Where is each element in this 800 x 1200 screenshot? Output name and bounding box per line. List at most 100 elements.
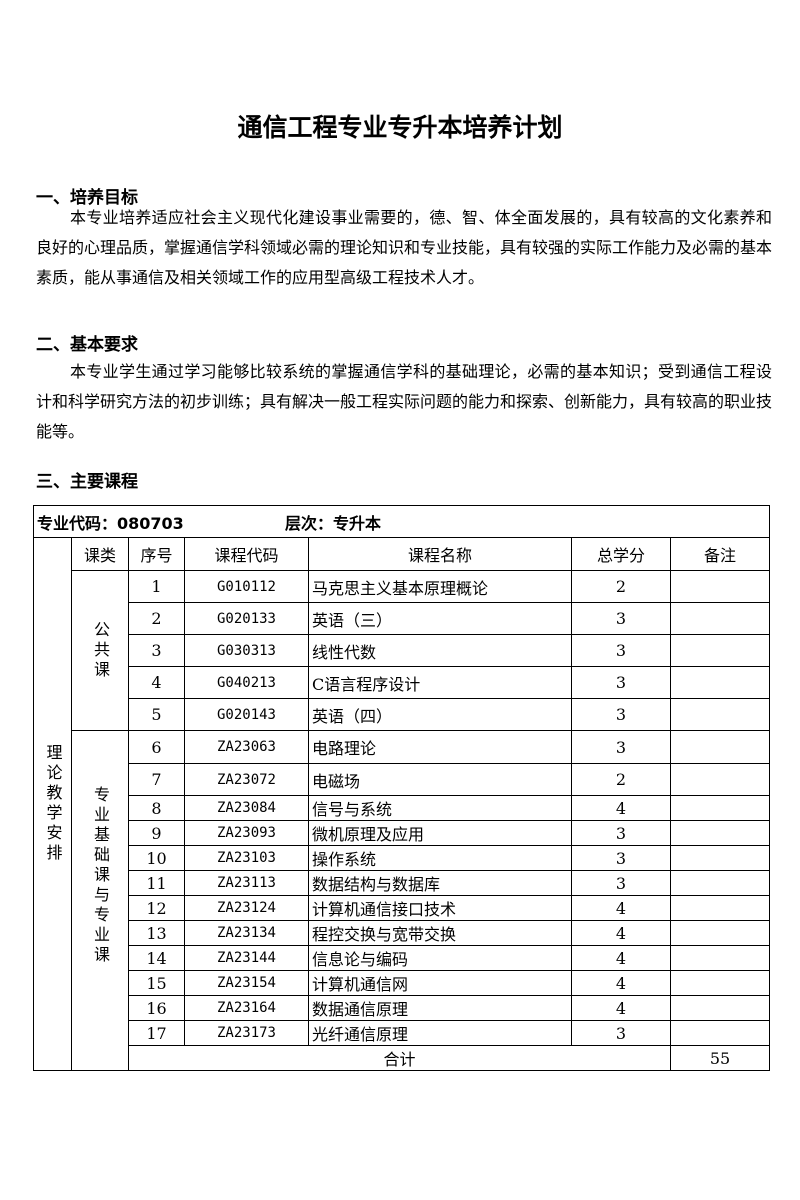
course-credits: 3 <box>571 1020 671 1046</box>
table-row: 3 G030313 线性代数 3 <box>34 634 771 667</box>
course-notes <box>669 920 771 946</box>
outer-category-cell: 理论教学安排 <box>33 537 72 1071</box>
course-credits: 3 <box>571 602 671 635</box>
header-category: 课类 <box>71 537 129 571</box>
course-name: 信息论与编码 <box>308 945 572 971</box>
course-code: G040213 <box>184 666 309 699</box>
table-row: 公共课 1 G010112 马克思主义基本原理概论 2 <box>34 570 771 731</box>
section-heading-courses: 三、主要课程 <box>36 472 138 492</box>
course-code: ZA23134 <box>184 920 309 946</box>
outer-category: 理论教学安排 <box>43 744 63 864</box>
header-notes: 备注 <box>669 537 771 571</box>
course-name: 信号与系统 <box>308 795 572 821</box>
table-row: 7 ZA23072 电磁场 2 <box>34 763 771 796</box>
course-code: ZA23113 <box>184 870 309 896</box>
table-info-row: 专业代码：080703 层次：专升本 <box>32 505 771 538</box>
course-no: 4 <box>128 666 185 699</box>
course-name: 程控交换与宽带交换 <box>308 920 572 946</box>
course-no: 13 <box>128 920 185 946</box>
course-name: 马克思主义基本原理概论 <box>308 570 572 603</box>
total-credits: 55 <box>669 1045 771 1071</box>
course-credits: 4 <box>571 995 671 1021</box>
table-row: 8 ZA23084 信号与系统 4 <box>34 795 771 821</box>
section-heading-goals: 一、培养目标 <box>36 188 138 208</box>
course-no: 1 <box>128 570 185 603</box>
course-credits: 4 <box>571 945 671 971</box>
course-notes <box>669 730 771 764</box>
course-no: 17 <box>128 1020 185 1046</box>
course-name: 线性代数 <box>308 634 572 667</box>
course-notes <box>669 666 771 699</box>
course-notes <box>669 570 771 603</box>
course-name: 微机原理及应用 <box>308 820 572 846</box>
group-label: 公共课 <box>91 620 110 681</box>
course-no: 12 <box>128 895 185 921</box>
course-credits: 4 <box>571 795 671 821</box>
course-notes <box>669 945 771 971</box>
course-credits: 3 <box>571 820 671 846</box>
course-credits: 3 <box>571 870 671 896</box>
table-row: 5 G020143 英语（四） 3 <box>34 698 771 731</box>
section-text-requirements: 本专业学生通过学习能够比较系统的掌握通信学科的基础理论，必需的基本知识；受到通信… <box>36 362 773 441</box>
course-no: 16 <box>128 995 185 1021</box>
course-credits: 3 <box>571 666 671 699</box>
table-info: 专业代码：080703 层次：专升本 <box>32 505 771 538</box>
course-credits: 4 <box>571 970 671 996</box>
course-no: 14 <box>128 945 185 971</box>
course-credits: 3 <box>571 698 671 731</box>
table-row: 15 ZA23154 计算机通信网 4 <box>34 970 771 996</box>
course-code: ZA23103 <box>184 845 309 871</box>
course-notes <box>669 795 771 821</box>
course-notes <box>669 602 771 635</box>
course-no: 2 <box>128 602 185 635</box>
table-row: 2 G020133 英语（三） 3 <box>34 602 771 635</box>
course-name: 电路理论 <box>308 730 572 764</box>
course-no: 11 <box>128 870 185 896</box>
course-no: 6 <box>128 730 185 764</box>
course-credits: 2 <box>571 763 671 796</box>
course-name: 英语（三） <box>308 602 572 635</box>
table-row: 13 ZA23134 程控交换与宽带交换 4 <box>34 920 771 946</box>
course-name: 电磁场 <box>308 763 572 796</box>
header-name: 课程名称 <box>308 537 572 571</box>
course-code: G030313 <box>184 634 309 667</box>
group-cell: 专业基础课与专业课 <box>71 730 129 1071</box>
course-name: 数据结构与数据库 <box>308 870 572 896</box>
course-notes <box>669 870 771 896</box>
course-notes <box>669 763 771 796</box>
course-code: ZA23063 <box>184 730 309 764</box>
table-header-row: 理论教学安排 课类 序号 课程代码 课程名称 总学分 备注 <box>33 537 771 1071</box>
course-name: 操作系统 <box>308 845 572 871</box>
total-row: 合计 55 <box>34 1045 771 1071</box>
course-no: 7 <box>128 763 185 796</box>
table-row: 14 ZA23144 信息论与编码 4 <box>34 945 771 971</box>
table-row: 9 ZA23093 微机原理及应用 3 <box>34 820 771 846</box>
course-no: 8 <box>128 795 185 821</box>
course-code: ZA23124 <box>184 895 309 921</box>
course-code: ZA23144 <box>184 945 309 971</box>
course-code: ZA23154 <box>184 970 309 996</box>
section-heading-requirements: 二、基本要求 <box>36 335 138 355</box>
table-row: 4 G040213 C语言程序设计 3 <box>34 666 771 699</box>
course-name: 计算机通信网 <box>308 970 572 996</box>
course-notes <box>669 698 771 731</box>
header-code: 课程代码 <box>184 537 309 571</box>
header-no: 序号 <box>128 537 185 571</box>
course-code: G020143 <box>184 698 309 731</box>
course-credits: 4 <box>571 895 671 921</box>
course-no: 15 <box>128 970 185 996</box>
level: 层次：专升本 <box>284 513 381 533</box>
course-notes <box>669 634 771 667</box>
course-code: ZA23084 <box>184 795 309 821</box>
course-no: 9 <box>128 820 185 846</box>
course-notes <box>669 1020 771 1046</box>
course-code: ZA23093 <box>184 820 309 846</box>
course-credits: 3 <box>571 634 671 667</box>
course-notes <box>669 895 771 921</box>
course-no: 3 <box>128 634 185 667</box>
table-row: 17 ZA23173 光纤通信原理 3 <box>34 1020 771 1046</box>
course-notes <box>669 845 771 871</box>
group-label: 专业基础课与专业课 <box>91 786 110 966</box>
table-row: 16 ZA23164 数据通信原理 4 <box>34 995 771 1021</box>
group-cell: 公共课 <box>71 570 129 731</box>
